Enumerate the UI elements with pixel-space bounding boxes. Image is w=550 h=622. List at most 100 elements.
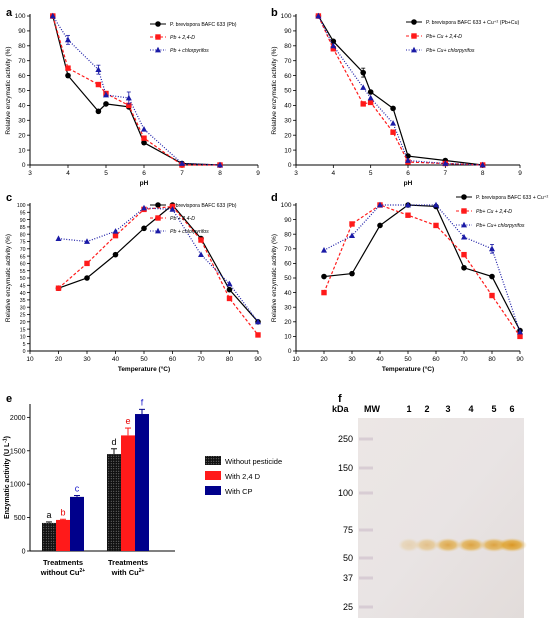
x-tick-label: 7 [444,170,448,177]
y-tick-label: 70 [284,58,292,65]
legend-label: Pb+ Cu+ chlorpyrifos [426,48,475,54]
x-tick-label: 7 [180,170,184,177]
x-axis-title: Temperature (°C) [118,365,170,373]
y-tick-label: 40 [18,103,26,110]
marker-band [359,605,373,609]
x-tick-label: 3 [28,170,32,177]
data-point-pb [360,69,367,76]
data-point-pb [141,225,147,232]
data-point-pb [367,89,374,95]
lane-label: 2 [424,404,429,414]
data-point-pb_cp [330,42,337,49]
y-axis-title: Relative enzymatic activity (%) [5,234,12,322]
y-tick-label: 45 [20,284,26,290]
y-tick-label: 500 [14,515,26,522]
y-tick-label: 0 [22,549,26,556]
data-point-pb_cp [367,94,374,101]
legend-label: Pb + 2,4-D [170,35,195,41]
y-tick-label: 100 [281,13,292,20]
y-tick-label: 100 [15,13,26,20]
legend-label: P. brevispora BAFC 633 (Pb) [170,22,237,28]
y-tick-label: 75 [20,240,26,246]
y-tick-label: 60 [20,262,26,268]
y-tick-label: 0 [288,162,292,169]
y-tick-label: 20 [18,132,26,139]
legend-swatch-bar_with_cp [205,486,221,495]
y-tick-label: 70 [18,58,26,65]
data-point-pb [103,101,109,107]
y-tick-label: 20 [20,320,26,326]
gel-mw-label: MW [364,404,380,414]
y-tick-label: 80 [284,231,292,238]
lane-label: 3 [445,404,450,414]
data-point-pb_24d [126,102,132,109]
y-tick-label: 20 [284,132,292,139]
data-point-pb [349,270,355,277]
y-tick-label: 1500 [10,448,26,455]
gel-image: kDa MW 250 150 100 75 50 37 25 1 2 3 4 5 6 [332,404,527,618]
x-tick-label: 90 [254,356,262,363]
y-tick-label: 50 [20,276,26,282]
data-point-pb [226,286,233,293]
legend-marker-pb_cp [155,46,161,53]
data-point-pb_24d [517,333,523,340]
group-label-line1: Treatments [108,558,148,567]
data-point-pb_cp [65,36,71,43]
y-tick-label: 15 [20,327,26,333]
y-tick-label: 40 [284,290,292,297]
data-point-pb_cp [390,120,397,126]
data-point-pb_cp [255,318,261,325]
marker-label: 37 [343,573,353,583]
legend-label: P. brevispora BAFC 633 + Cu⁺² (Pb+Cu) [476,195,550,201]
y-tick-label: 10 [284,147,292,154]
y-tick-label: 95 [20,211,26,217]
x-tick-label: 8 [218,170,222,177]
significance-letter: e [125,416,130,426]
data-point-pb_24d [95,81,102,88]
x-tick-label: 50 [140,356,148,363]
marker-label: 100 [338,488,353,498]
group-label-line2: with Cu2+ [111,568,145,577]
data-point-pb [112,251,119,258]
data-point-pb_cp [442,160,449,166]
x-tick-label: 6 [142,170,146,177]
series-line-pb_24d [52,15,220,166]
x-tick-label: 80 [488,356,496,363]
chart-a: 0 10 20 30 40 50 60 70 80 90 100 3 4 5 6 7 8 9 pH Relative … [5,12,260,187]
y-tick-label: 30 [284,118,292,125]
lane-label: 4 [468,404,473,414]
y-tick-label: 65 [20,254,26,260]
series-line-pb_cp [317,15,483,166]
y-tick-label: 80 [20,232,26,238]
x-tick-label: 9 [256,170,260,177]
panel-letter-d: d [271,192,278,204]
y-tick-label: 1000 [10,482,26,489]
legend-marker-pb_24d [461,208,467,214]
data-point-pb_cp [169,206,176,212]
data-point-pb_cp [360,84,367,90]
bar-bar_with_cp [70,496,84,551]
x-tick-label: 60 [169,356,177,363]
y-axis-title: Enzymatic activity (U L-1) [3,436,12,519]
panel-letter-a: a [6,7,13,19]
data-point-pb_cp [226,280,233,287]
significance-letter: d [111,437,116,447]
data-point-pb_24d [112,232,119,239]
gel-band [457,538,485,552]
legend-label: Pb+ Cu + 2,4-D [476,209,512,215]
x-tick-label: 30 [348,356,356,363]
y-tick-label: 100 [17,203,26,209]
x-tick-label: 70 [460,356,468,363]
y-tick-label: 90 [284,28,292,35]
significance-letter: f [141,397,144,407]
data-point-pb_cp [479,161,486,168]
y-tick-label: 50 [284,88,292,95]
data-point-pb_cp [405,157,411,163]
legend-marker-pb_cp [155,227,161,234]
marker-band [359,528,373,532]
y-axis-title: Relative enzymatic activity (%) [271,46,278,134]
panel-letter-f: f [338,393,342,405]
y-tick-label: 60 [284,261,292,268]
data-point-pb_cp [433,201,439,208]
y-tick-label: 10 [18,147,26,154]
